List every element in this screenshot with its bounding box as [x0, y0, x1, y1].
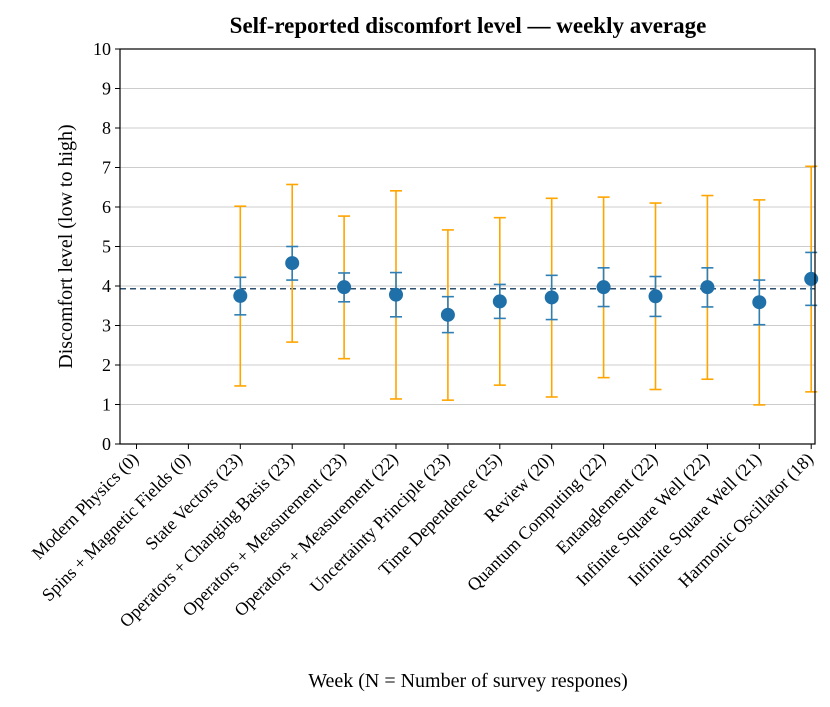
mean-point [285, 256, 300, 271]
mean-point [440, 307, 455, 322]
y-tick-label: 10 [93, 39, 111, 59]
x-axis-ticks: Modern Physics (0)Spins + Magnetic Field… [28, 444, 818, 632]
y-tick-label: 8 [102, 118, 111, 138]
mean-point [389, 287, 403, 302]
y-tick-label: 2 [102, 355, 111, 375]
mean-point [492, 294, 507, 309]
y-tick-label: 0 [102, 434, 111, 454]
y-axis-ticks: 0 1 2 3 4 5 6 7 8 9 10 [93, 39, 120, 454]
y-tick-label: 6 [102, 197, 111, 217]
x-axis-label: Week (N = Number of survey respones) [308, 670, 628, 692]
mean-point [337, 280, 352, 295]
mean-point [752, 295, 767, 310]
mean-point [233, 288, 248, 303]
y-axis-label: Discomfort level (low to high) [55, 124, 77, 368]
y-tick-label: 3 [102, 316, 111, 336]
y-tick-label: 7 [102, 158, 111, 178]
mean-point [804, 271, 819, 286]
standard-error-bars [234, 245, 818, 334]
y-tick-label: 1 [102, 395, 111, 415]
mean-point [544, 290, 559, 305]
chart-title: Self-reported discomfort level — weekly … [230, 13, 707, 38]
mean-point [596, 280, 611, 295]
y-tick-label: 4 [102, 276, 111, 296]
y-tick-label: 5 [102, 237, 111, 257]
y-tick-label: 9 [102, 79, 111, 99]
grid-lines [120, 88, 815, 405]
mean-point [700, 280, 715, 295]
mean-point [648, 289, 663, 304]
